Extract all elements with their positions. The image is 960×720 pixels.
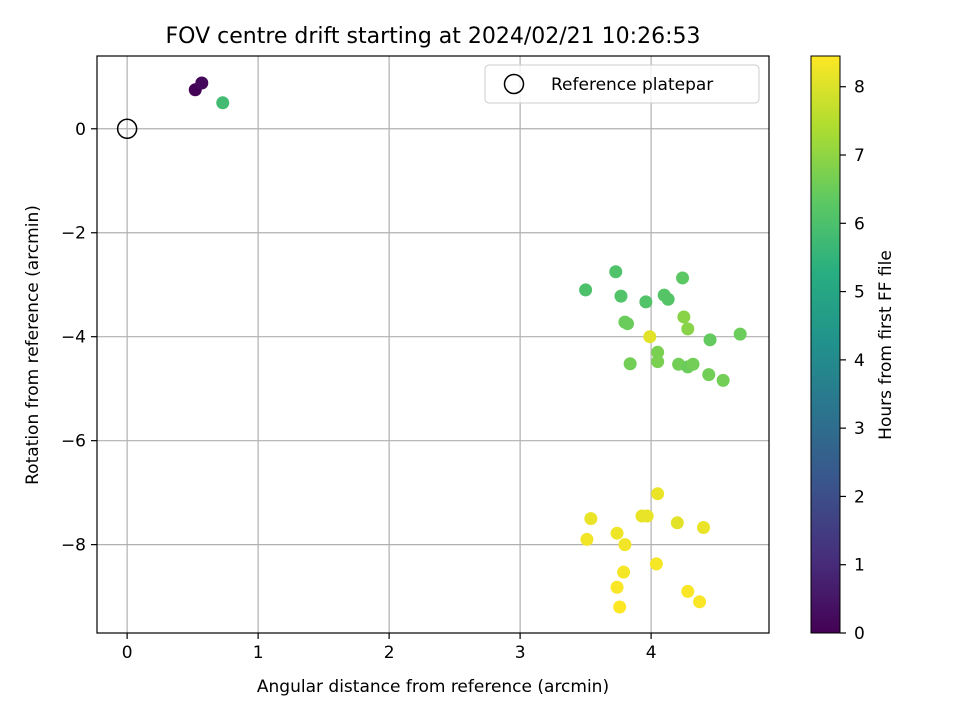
data-point — [702, 368, 716, 382]
colorbar-label: Hours from first FF file — [876, 250, 896, 440]
data-point — [623, 357, 637, 371]
data-point — [580, 532, 594, 546]
data-point — [697, 520, 711, 534]
data-point — [681, 584, 695, 598]
legend-entry-reference-platepar: Reference platepar — [551, 75, 713, 95]
colorbar-tick-label: 5 — [854, 283, 865, 303]
data-point — [610, 580, 624, 594]
data-point — [651, 345, 665, 359]
data-point — [686, 357, 700, 371]
data-point — [584, 512, 598, 526]
data-point — [733, 327, 747, 341]
x-axis-ticks: 0 1 2 3 4 — [122, 633, 657, 663]
data-points — [188, 76, 747, 614]
colorbar: 0 1 2 3 4 5 6 7 8 Hours from first FF file — [810, 55, 896, 644]
y-tick-label: 0 — [75, 120, 86, 140]
data-point — [617, 565, 631, 579]
data-point — [676, 271, 690, 285]
legend-box — [484, 64, 760, 104]
data-point — [651, 487, 665, 501]
x-axis-label: Angular distance from reference (arcmin) — [257, 677, 609, 697]
data-point — [677, 310, 691, 324]
colorbar-tick-label: 6 — [854, 214, 865, 234]
chart-title: FOV centre drift starting at 2024/02/21 … — [166, 24, 701, 49]
data-point — [579, 283, 593, 297]
reference-marker-layer — [116, 118, 138, 140]
data-point — [639, 295, 653, 309]
plot-frame — [96, 55, 770, 634]
colorbar-tick-label: 4 — [854, 351, 865, 371]
data-point — [640, 509, 654, 523]
legend: Reference platepar — [484, 64, 760, 104]
data-point — [651, 355, 665, 369]
data-point — [670, 516, 684, 530]
data-point — [614, 289, 628, 303]
data-point — [649, 557, 663, 571]
data-point — [195, 76, 209, 90]
y-axis-ticks: 0 −2 −4 −6 −8 — [61, 120, 97, 556]
data-point — [613, 600, 627, 614]
data-point — [643, 330, 657, 344]
y-tick-label: −6 — [61, 432, 86, 452]
y-tick-label: −8 — [61, 536, 86, 556]
y-tick-label: −4 — [61, 328, 86, 348]
colorbar-ticks: 0 1 2 3 4 5 6 7 8 — [840, 78, 865, 644]
colorbar-tick-label: 2 — [854, 487, 865, 507]
data-point — [618, 538, 632, 552]
grid — [97, 56, 769, 633]
y-tick-label: −2 — [61, 224, 86, 244]
data-point — [610, 526, 624, 540]
x-tick-label: 4 — [646, 643, 657, 663]
y-axis-label: Rotation from reference (arcmin) — [23, 205, 43, 485]
data-point — [716, 373, 730, 387]
data-point — [216, 96, 230, 110]
data-point — [703, 333, 717, 347]
colorbar-tick-label: 1 — [854, 556, 865, 576]
x-tick-label: 0 — [122, 643, 133, 663]
x-tick-label: 1 — [253, 643, 264, 663]
data-point — [661, 292, 675, 306]
colorbar-tick-label: 0 — [854, 624, 865, 644]
data-point — [681, 322, 695, 336]
colorbar-tick-label: 3 — [854, 419, 865, 439]
x-tick-label: 2 — [384, 643, 395, 663]
data-point — [609, 265, 623, 279]
reference-platepar-marker — [116, 118, 138, 140]
colorbar-tick-label: 7 — [854, 146, 865, 166]
data-point — [693, 595, 707, 609]
colorbar-tick-label: 8 — [854, 78, 865, 98]
legend-marker-reference — [503, 73, 525, 95]
data-point — [621, 317, 635, 331]
colorbar-gradient — [810, 55, 841, 634]
x-tick-label: 3 — [515, 643, 526, 663]
